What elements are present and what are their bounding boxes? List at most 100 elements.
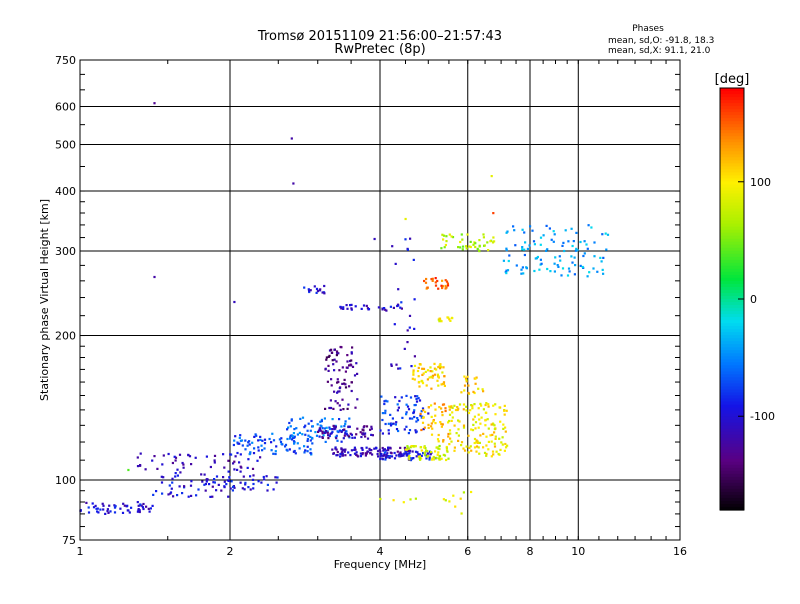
data-point [331, 448, 334, 451]
data-point [418, 455, 421, 458]
data-point [307, 434, 310, 437]
data-point [575, 231, 578, 234]
data-point [445, 286, 448, 289]
data-point [316, 290, 319, 293]
data-point [568, 270, 571, 273]
data-point [343, 448, 346, 451]
data-point [321, 432, 324, 435]
data-point [385, 309, 388, 312]
data-point [336, 439, 339, 442]
data-point [174, 472, 177, 475]
data-point [432, 458, 435, 461]
colorbar-label: [deg] [715, 72, 750, 87]
data-point [559, 259, 562, 262]
data-point [336, 351, 339, 354]
data-point [473, 437, 477, 441]
data-point [493, 431, 496, 434]
data-point [350, 307, 353, 310]
data-point [409, 459, 413, 462]
data-point [532, 240, 536, 243]
colorbar-strip [720, 323, 744, 327]
data-point [285, 448, 288, 451]
data-point [325, 356, 328, 359]
data-point [335, 360, 338, 363]
data-point [215, 475, 219, 478]
data-point [466, 375, 469, 378]
data-point [507, 259, 510, 263]
data-point [438, 406, 441, 409]
data-point [183, 485, 186, 488]
data-point [469, 240, 472, 243]
data-point [430, 433, 434, 436]
data-point [467, 451, 470, 454]
data-point [473, 403, 476, 406]
data-point [311, 436, 314, 440]
data-point [370, 433, 373, 436]
data-point [557, 265, 560, 268]
colorbar-strip [720, 103, 744, 107]
data-point [339, 452, 342, 456]
data-point [406, 453, 409, 456]
data-point [240, 466, 243, 469]
data-point [419, 414, 422, 417]
colorbar-strip [720, 353, 744, 357]
data-point [457, 407, 460, 410]
data-point [605, 248, 608, 251]
data-point [416, 395, 419, 398]
data-point [409, 237, 412, 240]
data-point [448, 419, 451, 423]
data-point [434, 450, 437, 453]
data-point [391, 417, 394, 420]
data-point [383, 400, 386, 403]
data-point [567, 267, 571, 270]
data-point [293, 436, 296, 439]
data-point [506, 230, 509, 233]
data-point [174, 475, 177, 478]
data-point [475, 376, 478, 379]
data-point [195, 494, 198, 497]
data-point [606, 233, 610, 236]
data-point [437, 451, 440, 454]
data-point [443, 384, 446, 387]
data-point [400, 301, 403, 304]
data-point [502, 423, 505, 426]
data-point [301, 416, 305, 419]
data-point [508, 254, 511, 257]
data-point [345, 304, 348, 307]
colorbar-strip [720, 226, 744, 231]
data-point [420, 457, 423, 460]
data-point [437, 440, 440, 443]
data-point [349, 432, 352, 435]
data-point [434, 422, 437, 425]
data-point [520, 268, 523, 271]
data-point [487, 440, 490, 443]
data-point [479, 434, 482, 437]
data-point [561, 244, 564, 247]
data-point [457, 434, 460, 437]
data-point [415, 420, 418, 423]
data-point [431, 277, 434, 280]
data-point [377, 306, 380, 309]
data-point [463, 375, 466, 378]
data-point [432, 420, 435, 423]
data-point [171, 477, 174, 480]
data-point [405, 451, 408, 454]
colorbar-strip [720, 452, 744, 457]
data-point [413, 355, 416, 358]
data-point [361, 448, 364, 451]
data-point [467, 391, 470, 395]
data-point [412, 371, 415, 374]
colorbar-strip [720, 380, 744, 384]
data-point [296, 442, 299, 445]
data-point [106, 510, 109, 513]
data-point [490, 175, 493, 178]
data-point [168, 484, 171, 487]
data-point [467, 384, 470, 387]
data-point [274, 450, 277, 453]
data-point [182, 466, 185, 469]
data-point [333, 348, 336, 351]
data-point [416, 451, 419, 454]
colorbar-strip [720, 503, 744, 508]
colorbar-strip [720, 124, 744, 128]
data-point [521, 228, 524, 231]
